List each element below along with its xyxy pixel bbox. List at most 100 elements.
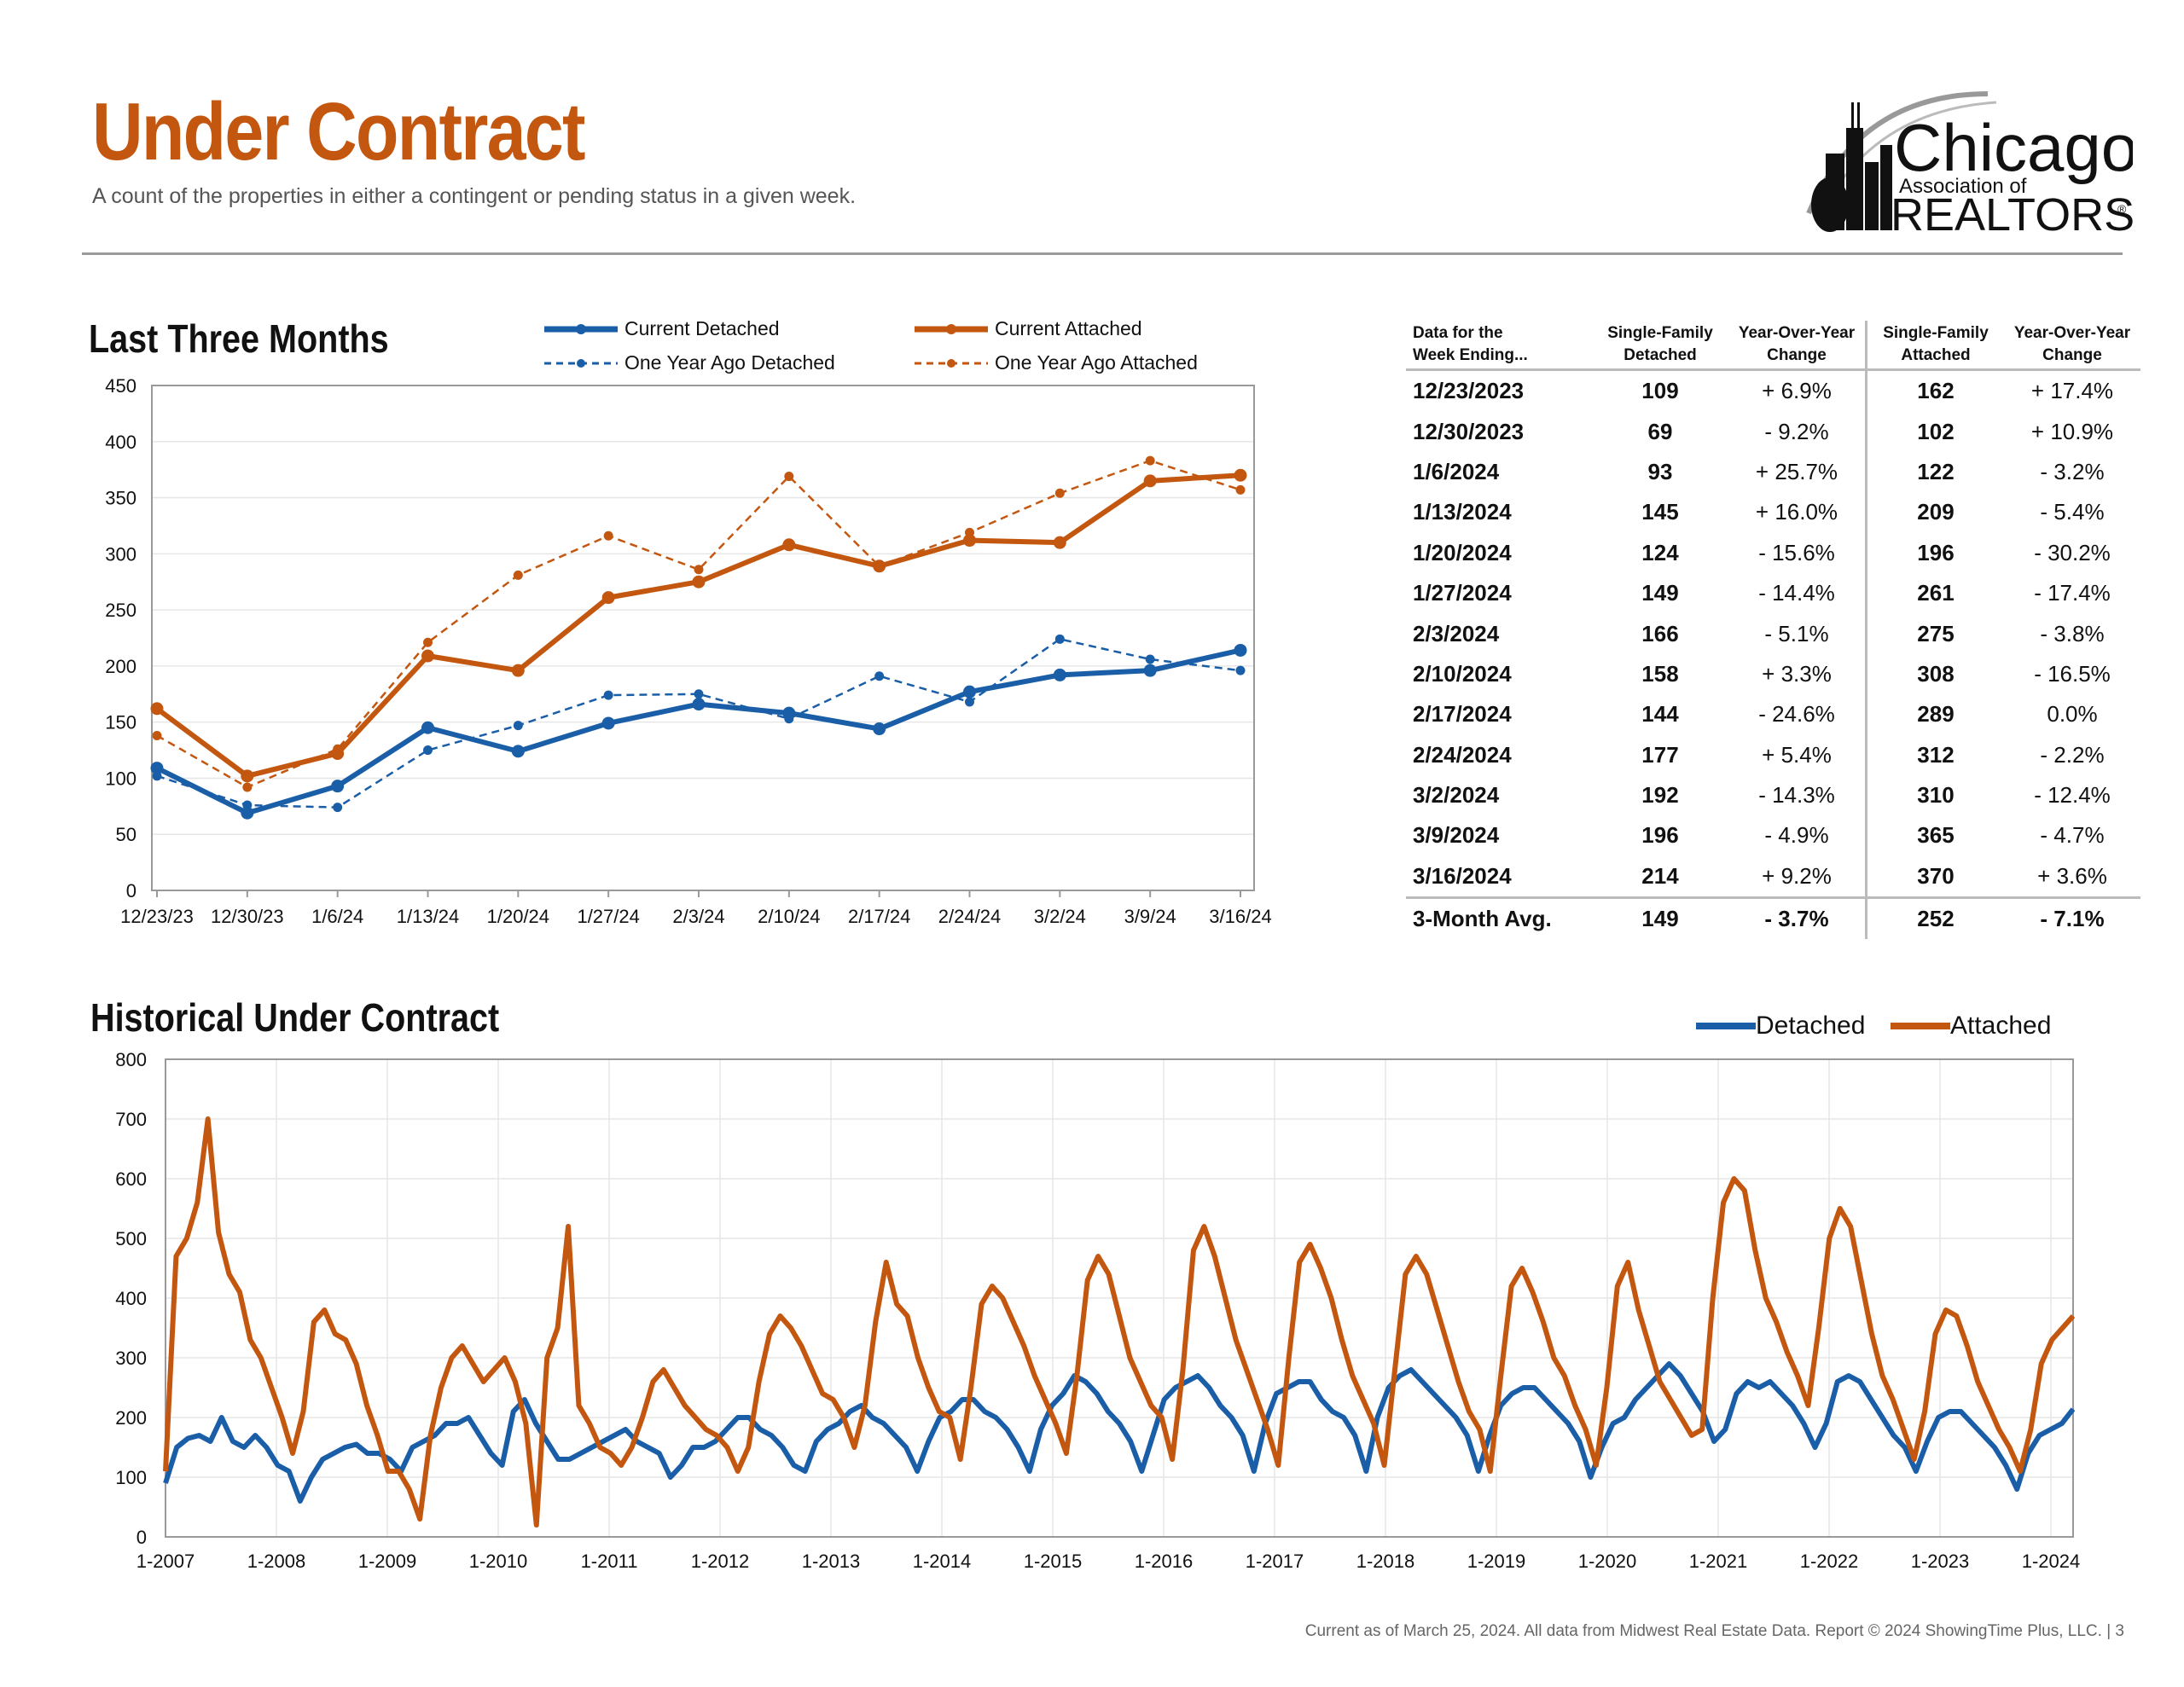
y-tick-label: 0 — [126, 880, 136, 901]
table-row: 12/23/2023 109 + 6.9% 162 + 17.4% — [1406, 369, 2140, 412]
x-tick-label: 2/24/24 — [938, 906, 1001, 927]
cell-attached-yoy: + 17.4% — [2030, 378, 2114, 404]
table-row-avg: 3-Month Avg. 149- 3.7% 252- 7.1% — [1406, 896, 2140, 940]
data-point — [423, 745, 433, 756]
x-tick-label: 3/16/24 — [1209, 906, 1271, 927]
data-point — [692, 575, 706, 588]
x-tick-label: 1-2009 — [358, 1551, 417, 1572]
table-header-detached-yoy: Year-Over-Year Change — [1728, 321, 1867, 371]
y-tick-label: 800 — [115, 1049, 147, 1070]
cell-detached-yoy: + 25.7% — [1755, 458, 1838, 484]
cell-detached-yoy: + 9.2% — [1762, 862, 1832, 889]
series-line-current-attached — [155, 472, 1241, 779]
table-row: 1/13/2024 145 + 16.0% 209 - 5.4% — [1406, 492, 2140, 533]
x-tick-label: 2/17/24 — [848, 906, 910, 927]
cell-attached-yoy: + 3.6% — [2037, 862, 2107, 889]
cell-week: 1/13/2024 — [1413, 499, 1512, 525]
cell-detached: 214 — [1641, 862, 1679, 889]
cell-attached: 365 — [1865, 815, 2004, 856]
x-tick-label: 1-2019 — [1467, 1551, 1526, 1572]
cell-detached-yoy: + 6.9% — [1762, 378, 1832, 404]
x-tick-label: 2/10/24 — [758, 906, 820, 927]
last-three-months-chart: 0 50 100 150 200 250 300 350 400 450 12/23/23 12/30… — [105, 375, 1271, 927]
cell-attached: 209 — [1865, 492, 2004, 533]
x-tick-label: 1-2012 — [691, 1551, 750, 1572]
cell-attached: 370 — [1865, 855, 2004, 898]
cell-attached: 122 — [1865, 451, 2004, 493]
cell-detached-yoy: - 4.9% — [1764, 822, 1829, 849]
y-tick-label: 200 — [115, 1407, 147, 1429]
cell-detached: 109 — [1641, 378, 1679, 404]
x-tick-label: 1-2015 — [1024, 1551, 1083, 1572]
legend-detached: Detached — [1696, 1012, 1865, 1041]
table-row: 2/24/2024 177 + 5.4% 312 - 2.2% — [1406, 734, 2140, 775]
table-header-text: Change — [2042, 346, 2102, 364]
cell-detached-yoy: - 14.4% — [1758, 580, 1835, 606]
data-point — [963, 685, 976, 699]
cell-attached-yoy: - 16.5% — [2034, 660, 2111, 687]
table-body: 12/23/2023 109 + 6.9% 162 + 17.4% 12/30/2023 6… — [1406, 369, 2140, 940]
data-point — [874, 671, 885, 681]
data-point — [1234, 468, 1247, 482]
cell-detached: 144 — [1641, 701, 1679, 728]
series-line-current-detached — [155, 647, 1241, 816]
x-tick-label: 12/30/23 — [211, 906, 284, 927]
table-header-text: Change — [1767, 346, 1827, 364]
data-point — [1054, 634, 1065, 644]
legend-swatch-current-detached — [544, 323, 618, 334]
cell-attached-yoy: + 10.9% — [2030, 418, 2114, 444]
cell-detached: 158 — [1641, 660, 1679, 687]
x-tick-label: 1/13/24 — [397, 906, 459, 927]
cell-detached-yoy: + 5.4% — [1762, 741, 1832, 768]
legend-year-ago-detached: One Year Ago Detached — [543, 351, 835, 374]
cell-detached-yoy: + 3.3% — [1762, 660, 1832, 687]
legend-year-ago-attached: One Year Ago Attached — [913, 351, 1198, 374]
series-line-one-year-ago-detached — [156, 638, 1241, 809]
table-header-text: Year-Over-Year — [2013, 324, 2131, 342]
cell-attached-yoy: - 30.2% — [2034, 539, 2111, 565]
legend-swatch-attached — [1891, 1023, 1950, 1029]
plot-frame — [165, 1058, 2074, 1538]
legend-label-year-ago-detached: One Year Ago Detached — [624, 351, 835, 374]
y-tick-label: 100 — [105, 768, 136, 789]
page-title: Under Contract — [92, 86, 586, 177]
y-tick-label: 450 — [105, 375, 136, 397]
legend-current-attached: Current Attached — [913, 317, 1142, 340]
x-tick-label: 1-2020 — [1578, 1551, 1637, 1572]
cell-week: 2/24/2024 — [1413, 741, 1512, 768]
data-point — [1145, 455, 1155, 466]
data-point — [1234, 643, 1247, 657]
table-header-attached-yoy: Year-Over-Year Change — [2004, 321, 2140, 371]
cell-week: 1/20/2024 — [1413, 539, 1512, 565]
data-point — [963, 534, 976, 548]
data-point — [1053, 668, 1066, 681]
data-point — [1054, 488, 1065, 498]
cell-week: 2/17/2024 — [1413, 701, 1512, 728]
cell-week: 2/10/2024 — [1413, 660, 1512, 687]
legend-label-current-attached: Current Attached — [995, 317, 1142, 339]
cell-detached-yoy: - 24.6% — [1758, 701, 1835, 728]
table-header-attached: Single-Family Attached — [1865, 321, 2004, 371]
table-row: 3/16/2024 214 + 9.2% 370 + 3.6% — [1406, 855, 2140, 898]
y-tick-label: 250 — [105, 600, 136, 621]
table-row: 3/2/2024 192 - 14.3% 310 - 12.4% — [1406, 774, 2140, 816]
cell-attached: 196 — [1865, 532, 2004, 573]
data-point — [511, 745, 525, 758]
data-point — [511, 664, 525, 677]
logo-mark: ® — [2117, 202, 2127, 216]
cell-detached: 124 — [1641, 539, 1679, 565]
series-line-attached — [163, 1116, 2076, 1528]
cell-detached: 192 — [1641, 782, 1679, 809]
x-tick-label: 1-2013 — [802, 1551, 861, 1572]
cell-detached: 196 — [1641, 822, 1679, 849]
x-tick-label: 3/2/24 — [1034, 906, 1086, 927]
legend-label-year-ago-attached: One Year Ago Attached — [995, 351, 1198, 374]
x-tick-label: 12/23/23 — [120, 906, 194, 927]
cell-detached-yoy: - 5.1% — [1764, 620, 1829, 646]
plot-frame — [151, 385, 1255, 891]
data-point — [1235, 665, 1246, 675]
y-tick-label: 200 — [105, 656, 136, 677]
data-point — [150, 762, 164, 775]
logo-line3: REALTORS — [1891, 189, 2133, 241]
data-point — [331, 780, 345, 793]
